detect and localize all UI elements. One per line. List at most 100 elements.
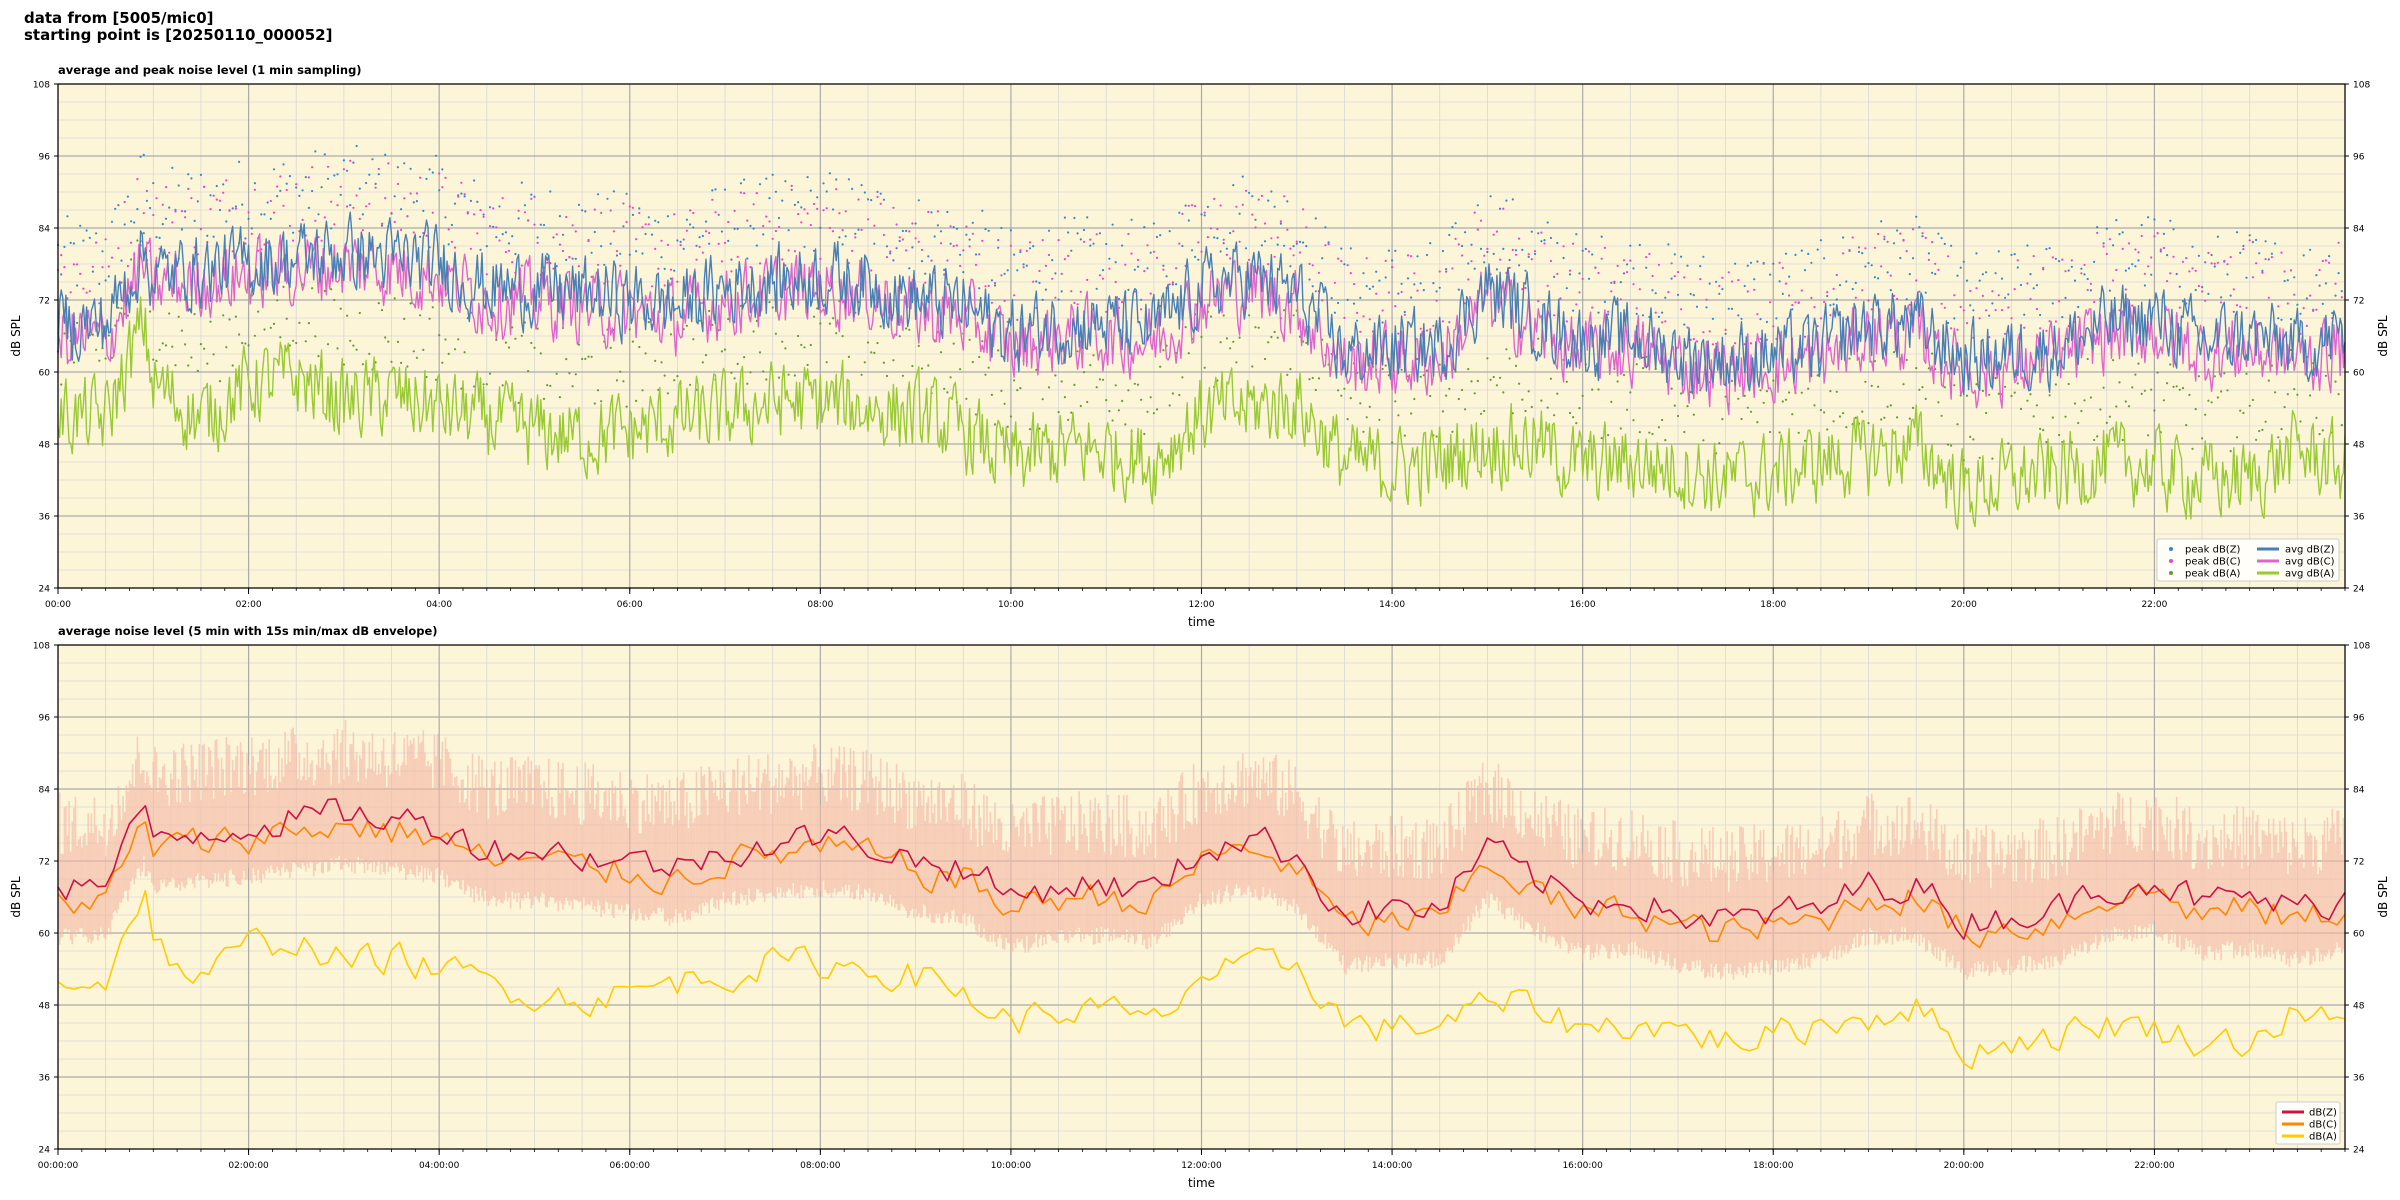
peak-dba-dot — [771, 306, 774, 309]
peak-dbz-dot — [190, 177, 193, 180]
peak-dbc-dot — [2045, 329, 2048, 332]
peak-dbz-dot — [292, 231, 295, 234]
peak-dbc-dot — [1527, 253, 1530, 256]
peak-dbz-dot — [428, 168, 431, 171]
peak-dbc-dot — [1562, 245, 1565, 248]
peak-dbc-dot — [2105, 252, 2108, 256]
peak-dbc-dot — [2086, 288, 2089, 292]
peak-dbz-dot — [2264, 240, 2267, 243]
y-tick-label-right: 24 — [2353, 585, 2365, 595]
peak-dba-dot — [2223, 372, 2226, 375]
y-tick-label-right: 36 — [2353, 1074, 2365, 1084]
legend: dB(Z)dB(C)dB(A) — [2275, 1101, 2341, 1145]
peak-dbc-dot — [1610, 290, 1613, 293]
peak-dbz-dot — [1464, 231, 1467, 234]
data-source-label: data from [5005/mic0] — [24, 9, 214, 27]
peak-dbc-dot — [2096, 231, 2099, 234]
peak-dba-dot — [501, 384, 504, 387]
peak-dba-dot — [1956, 423, 1959, 426]
peak-dbc-dot — [708, 231, 711, 235]
peak-dba-dot — [1143, 432, 1146, 436]
peak-dba-dot — [1997, 392, 2000, 395]
peak-dba-dot — [1861, 410, 1864, 413]
peak-dbz-dot — [1429, 242, 1432, 245]
peak-dbc-dot — [1664, 320, 1667, 323]
peak-dba-dot — [488, 372, 492, 375]
peak-dbz-dot — [955, 227, 959, 230]
peak-dbc-dot — [98, 302, 101, 305]
peak-dbz-dot — [2270, 252, 2273, 255]
peak-dbz-dot — [2140, 223, 2143, 227]
peak-dba-dot — [473, 385, 476, 388]
peak-dba-dot — [1508, 357, 1511, 360]
peak-dbc-dot — [882, 233, 886, 237]
peak-dba-dot — [304, 340, 307, 343]
peak-dbc-dot — [1600, 257, 1603, 260]
peak-dbz-dot — [847, 178, 851, 181]
peak-dba-dot — [1403, 434, 1406, 437]
peak-dbc-dot — [228, 209, 231, 212]
peak-dbc-dot — [1683, 276, 1686, 279]
peak-dba-dot — [536, 327, 539, 330]
peak-dba-dot — [1127, 389, 1130, 392]
peak-dbz-dot — [1009, 229, 1013, 232]
peak-dba-dot — [1975, 383, 1978, 386]
peak-dba-dot — [841, 335, 844, 338]
peak-dbz-dot — [549, 190, 552, 193]
peak-dbc-dot — [279, 175, 282, 178]
peak-dbc-dot — [419, 176, 422, 179]
legend-label: avg dB(C) — [2285, 557, 2335, 568]
peak-dba-dot — [158, 348, 161, 351]
peak-dbz-dot — [2004, 296, 2007, 299]
peak-dbz-dot — [1988, 314, 1991, 317]
peak-dbz-dot — [1800, 249, 1803, 252]
peak-dba-dot — [2299, 420, 2302, 423]
peak-dbz-dot — [1070, 249, 1073, 252]
peak-dbz-dot — [136, 208, 139, 211]
peak-dbc-dot — [555, 233, 558, 236]
peak-dbz-dot — [1394, 249, 1397, 252]
peak-dbz-dot — [1489, 195, 1492, 198]
peak-dbc-dot — [1826, 291, 1829, 294]
peak-dbc-dot — [1149, 292, 1152, 295]
peak-dbz-dot — [479, 248, 482, 251]
peak-dbc-dot — [1680, 308, 1683, 311]
peak-dbz-dot — [488, 206, 492, 209]
peak-dbc-dot — [924, 281, 927, 284]
peak-dbz-dot — [453, 202, 457, 205]
peak-dbc-dot — [917, 240, 920, 243]
peak-dba-dot — [1823, 411, 1826, 414]
peak-dba-dot — [342, 363, 345, 366]
peak-dba-dot — [1124, 423, 1127, 426]
peak-dba-dot — [463, 351, 466, 354]
peak-dbc-dot — [698, 245, 701, 248]
peak-dbz-dot — [371, 158, 374, 161]
peak-dbz-dot — [762, 233, 765, 236]
y-tick-label-left: 36 — [39, 513, 51, 523]
peak-dba-dot — [1616, 380, 1619, 383]
peak-dbz-dot — [2235, 231, 2239, 234]
peak-dbz-dot — [565, 258, 568, 261]
peak-dba-dot — [387, 340, 390, 343]
peak-dba-dot — [752, 330, 755, 333]
peak-dbc-dot — [314, 219, 317, 222]
peak-dbz-dot — [133, 221, 136, 224]
peak-dbz-dot — [1654, 292, 1657, 295]
peak-dba-dot — [1524, 409, 1527, 413]
peak-dbz-dot — [1359, 296, 1362, 299]
x-axis-label: time — [1188, 615, 1215, 629]
peak-dbc-dot — [1883, 235, 1886, 238]
peak-dba-dot — [2175, 385, 2178, 388]
peak-dbc-dot — [866, 218, 870, 221]
peak-dbc-dot — [1794, 301, 1797, 304]
peak-dba-dot — [1657, 426, 1660, 429]
peak-dba-dot — [212, 353, 215, 356]
peak-dbz-dot — [1098, 232, 1101, 235]
peak-dbc-dot — [1289, 247, 1292, 250]
peak-dbc-dot — [2153, 235, 2156, 238]
peak-dbz-dot — [1089, 244, 1092, 247]
peak-dbz-dot — [187, 173, 190, 176]
peak-dbc-dot — [79, 272, 82, 275]
peak-dbz-dot — [152, 182, 155, 185]
